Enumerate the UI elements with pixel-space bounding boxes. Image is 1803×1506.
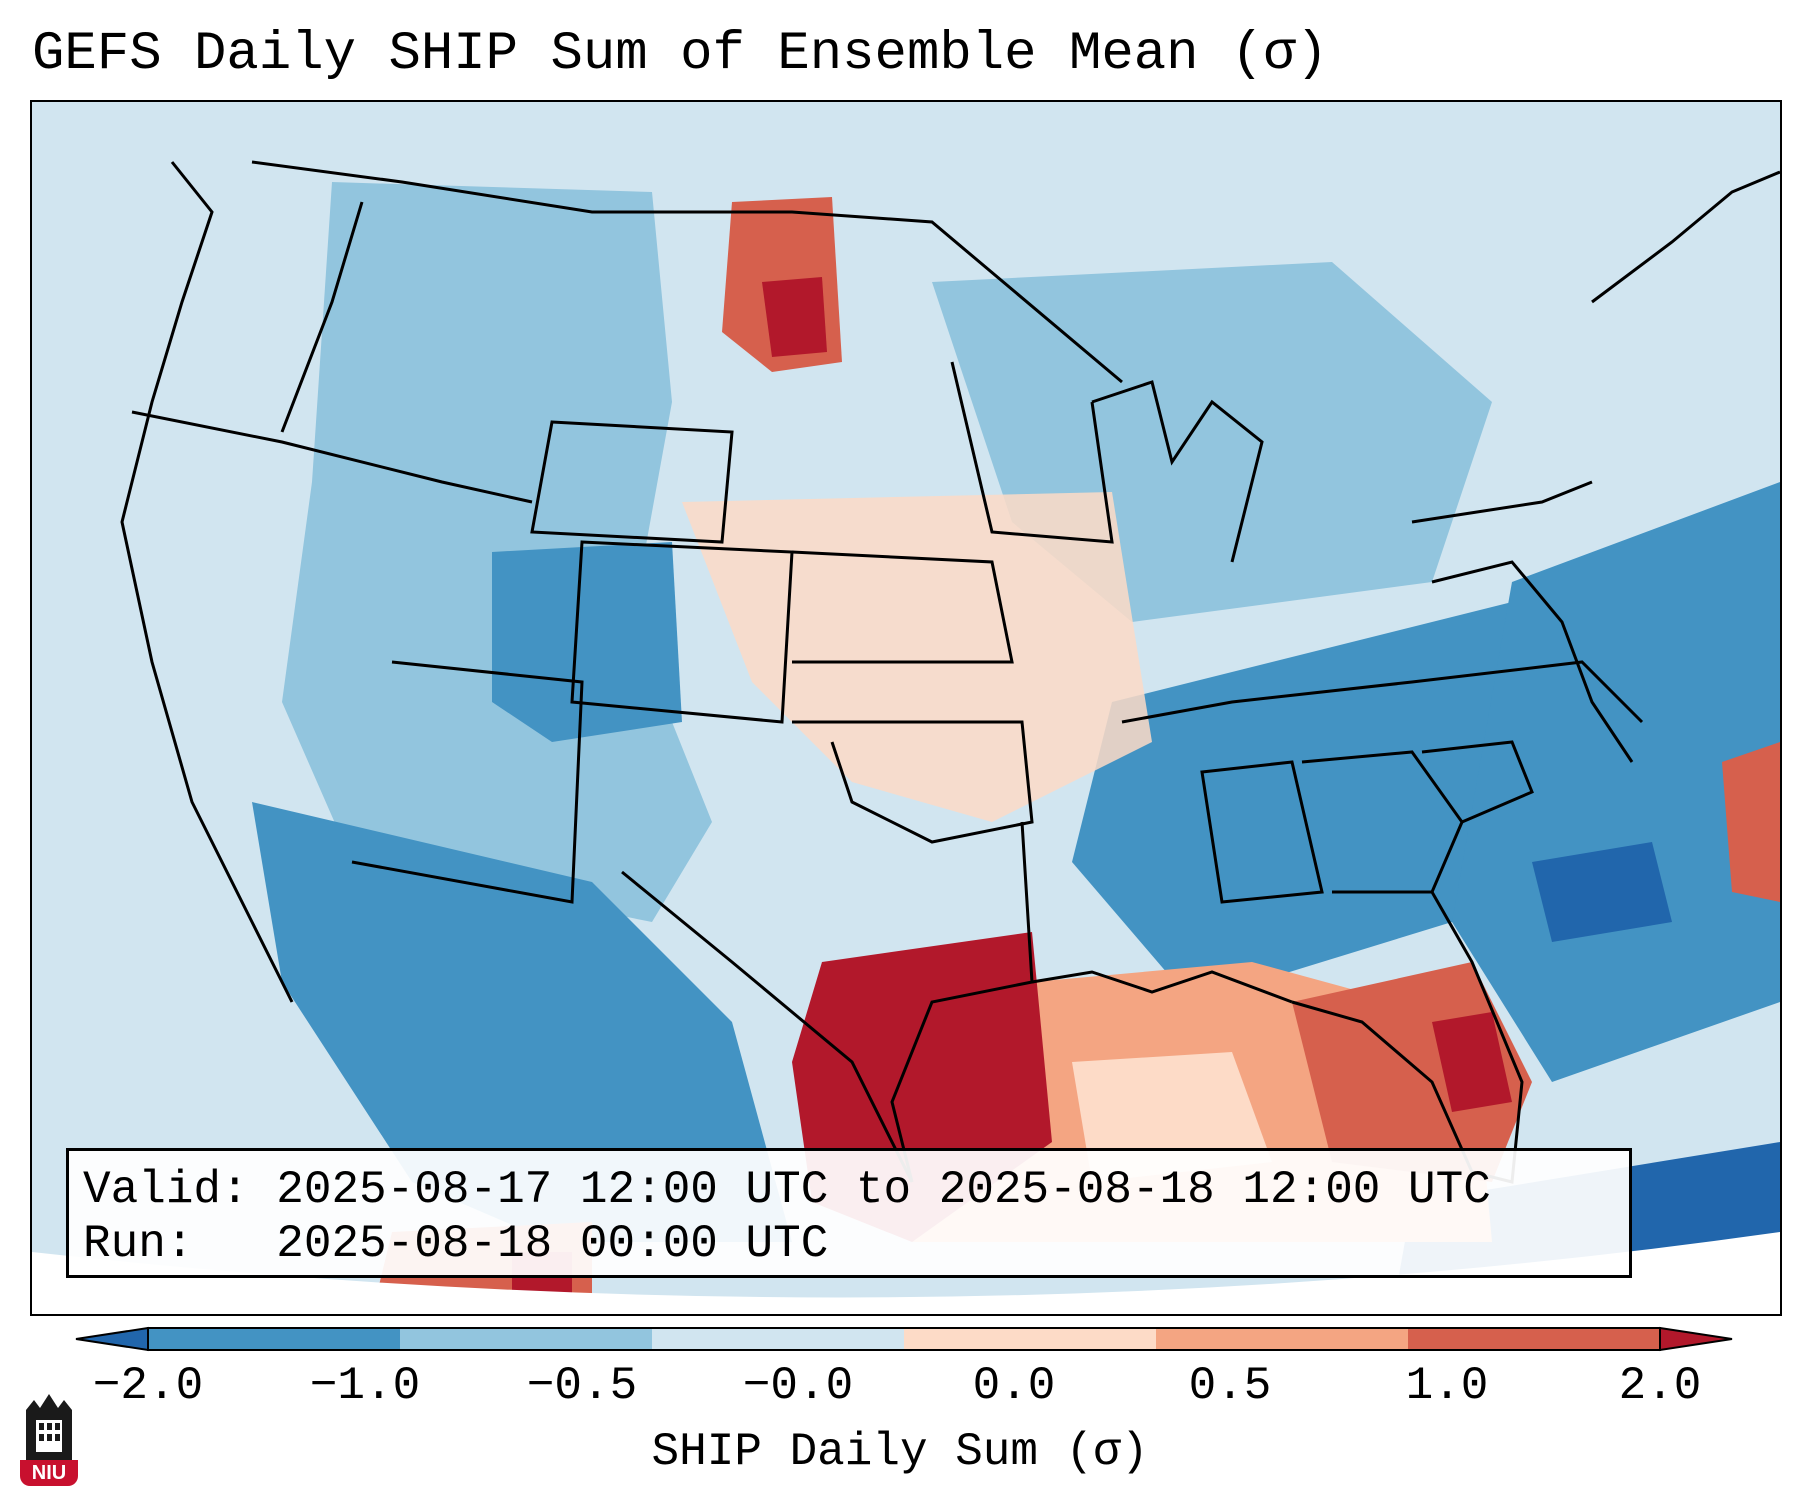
gulf-coast [1031,970,1293,1004]
valid-run-info-box: Valid: 2025-08-17 12:00 UTC to 2025-08-1… [66,1148,1632,1278]
colorbar-segment [904,1328,1157,1350]
border-minnesota [950,361,1114,544]
colorbar-tick-label: −0.5 [526,1360,638,1412]
colorbar-segment [652,1328,905,1350]
border-alabama [1200,760,1324,904]
border-tennessee [1121,660,1644,724]
colorbar-tick-label: 2.0 [1618,1360,1702,1412]
colorbar-segment [148,1328,401,1350]
border-wyoming [530,420,734,544]
field-florida-core [1432,1012,1512,1112]
border-sc [1421,740,1534,824]
colorbar-tick-label: −2.0 [92,1360,204,1412]
colorbar-extend-high [1659,1326,1733,1352]
colorbar-tick-label: 0.5 [1188,1360,1272,1412]
colorbar-tick-label: 1.0 [1405,1360,1489,1412]
colorbar [75,1326,1733,1352]
logo-text: NIU [20,1460,78,1486]
run-time-text: Run: 2025-08-18 00:00 UTC [83,1218,829,1270]
domain-edge [32,1232,1780,1314]
colorbar-label: SHIP Daily Sum (σ) [651,1426,1149,1478]
map-canvas [32,102,1780,1314]
pacific-coastline [120,161,294,1003]
chart-title: GEFS Daily SHIP Sum of Ensemble Mean (σ) [32,24,1329,85]
colorbar-extend-low [75,1326,149,1352]
colorbar-tick-label: −1.0 [309,1360,421,1412]
valid-time-text: Valid: 2025-08-17 12:00 UTC to 2025-08-1… [83,1164,1491,1216]
great-lakes [1091,380,1264,563]
state-borders [120,160,1780,1184]
field-colorado [492,542,682,742]
st-lawrence [1591,170,1780,304]
tower-icon [26,1394,72,1462]
border-colorado [570,540,794,724]
niu-logo: NIU [20,1392,78,1486]
field-atlantic-east [1722,742,1780,902]
colorbar-segment [1408,1328,1661,1350]
border-texas [621,821,1034,1183]
border-arizona [351,660,584,904]
border-kansas [791,550,1014,664]
field-north-dakota-core [762,277,827,357]
field-mexico [252,802,792,1242]
atlantic-coast [1431,560,1634,763]
border-pennsylvania [1411,480,1593,524]
colorbar-segments [75,1326,1733,1352]
colorbar-segment [400,1328,653,1350]
map-panel[interactable] [30,100,1782,1316]
colorbar-segment [1156,1328,1409,1350]
colorbar-tick-label: 0.0 [972,1360,1056,1412]
colorbar-tick-label: −0.0 [742,1360,854,1412]
field-plains [682,492,1152,822]
field-atlantic [1452,482,1780,1082]
colorbar-outline [147,1327,1661,1351]
border-id-wa [280,201,364,433]
border-or-nv [131,410,533,504]
canada-border [251,160,1123,384]
field-atlantic-core [1532,842,1672,942]
border-oklahoma [792,720,1034,844]
